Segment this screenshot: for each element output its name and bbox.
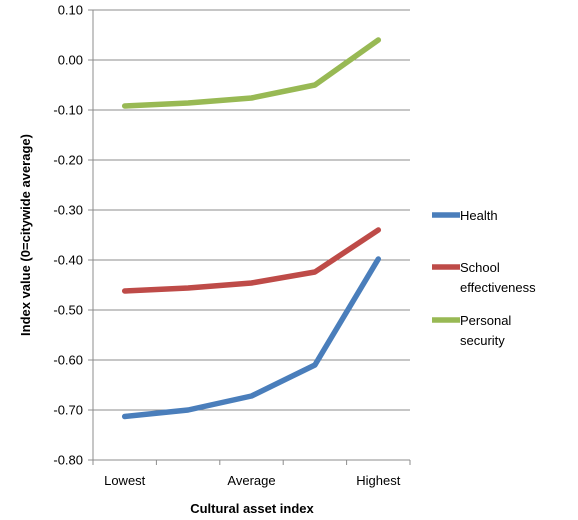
y-tick-labels: 0.10 0.00 -0.10 -0.20 -0.30 -0.40 -0.50 -0.60 -0… — [53, 3, 83, 468]
x-tick-labels: Lowest Average Highest — [104, 473, 401, 488]
y-tick-label: 0.00 — [58, 53, 83, 68]
x-tick-label: Average — [227, 473, 275, 488]
axes — [92, 10, 411, 465]
series-line-0 — [121, 256, 382, 420]
legend: Health School effectiveness Personal securit… — [432, 208, 536, 348]
y-tick-label: -0.80 — [53, 453, 83, 468]
legend-label-2: Personal — [460, 313, 511, 328]
gridlines — [88, 9, 410, 461]
y-tick-label: -0.50 — [53, 303, 83, 318]
series-line-1 — [121, 227, 382, 294]
y-tick-label: -0.70 — [53, 403, 83, 418]
series-line-2 — [121, 37, 382, 109]
y-tick-label: -0.40 — [53, 253, 83, 268]
y-axis-title: Index value (0=citywide average) — [18, 134, 33, 336]
legend-label-0: Health — [460, 208, 498, 223]
y-tick-label: -0.30 — [53, 203, 83, 218]
legend-label-2: security — [460, 333, 505, 348]
x-tick-label: Highest — [356, 473, 400, 488]
y-tick-label: -0.20 — [53, 153, 83, 168]
y-tick-label: -0.10 — [53, 103, 83, 118]
x-axis-title: Cultural asset index — [190, 501, 314, 516]
y-tick-label: 0.10 — [58, 3, 83, 18]
legend-label-1: effectiveness — [460, 280, 536, 295]
x-tick-label: Lowest — [104, 473, 146, 488]
series-lines — [121, 37, 382, 420]
y-tick-label: -0.60 — [53, 353, 83, 368]
legend-label-1: School — [460, 260, 500, 275]
